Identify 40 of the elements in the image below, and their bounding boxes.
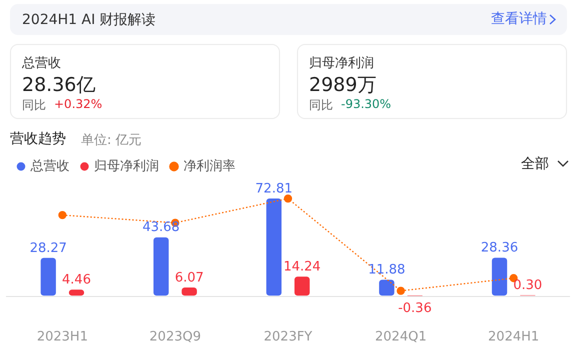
bar [153,237,169,296]
text: 2989万 [309,73,376,98]
data-label: 4.46 [62,272,91,288]
data-label: 14.24 [283,260,321,275]
chart-title: 营收趋势 [10,130,66,148]
chart-subtitle: 单位: 亿元 [81,132,142,149]
text: -93.30% [341,97,392,111]
bar [379,280,394,296]
text: 28.36亿 [22,73,96,98]
x-tick-label: 2023FY [264,330,312,345]
point [284,194,292,203]
data-label: 0.30 [513,278,542,294]
x-tick-label: 2024Q1 [375,330,427,345]
x-tick-label: 2023H1 [36,330,88,345]
bar [40,258,56,296]
legend-label: 归母净利润 [94,158,159,174]
text: 归母净利润 [309,55,374,72]
legend-label: 总营收 [30,158,70,174]
text: 全部 [521,155,549,173]
text: +0.32% [54,97,102,111]
legend-label: 净利润率 [184,158,236,174]
data-label: 72.81 [255,181,293,196]
data-label: 28.36 [480,240,518,256]
point [396,286,405,295]
bar [492,258,508,296]
text: 2024H1 AI 财报解读 [22,11,156,29]
x-tick-label: 2024H1 [488,330,540,345]
bar [266,198,282,296]
bar [294,276,310,296]
x-tick-label: 2023Q9 [149,330,201,345]
data-label: 11.88 [368,262,406,278]
point [58,210,66,220]
text: 同比 [22,97,46,114]
data-label: 6.07 [174,270,204,286]
data-label: 28.27 [30,240,67,256]
text: 总营收 [22,55,61,72]
text: 同比 [309,97,333,114]
data-label: 43.68 [142,220,180,236]
text: 查看详情 [491,10,547,28]
data-label: -0.36 [398,300,432,316]
